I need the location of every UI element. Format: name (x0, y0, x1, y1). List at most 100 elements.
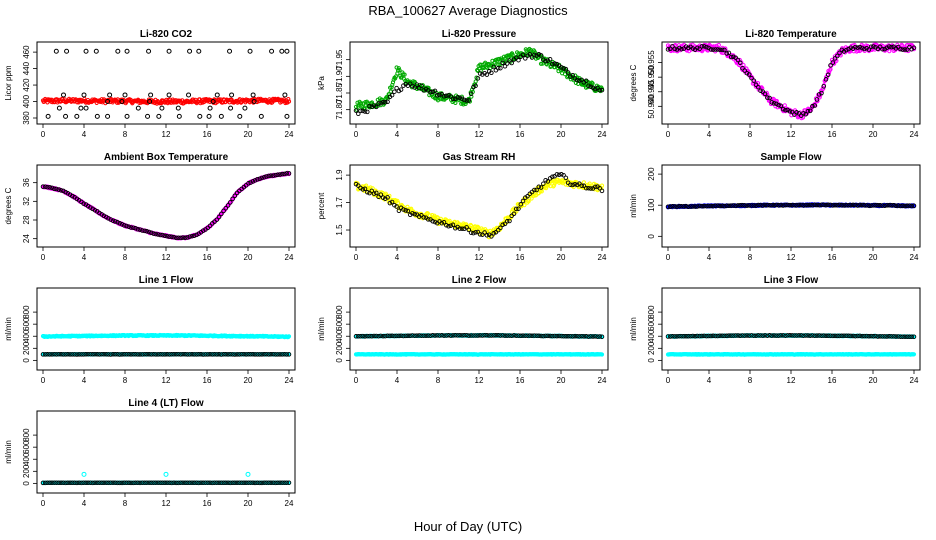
data-point (812, 103, 817, 108)
data-point (85, 351, 91, 357)
data-point (47, 185, 53, 190)
data-point (394, 333, 399, 339)
data-point (871, 203, 876, 208)
data-point (414, 333, 420, 338)
x-tick-label: 4 (82, 130, 87, 139)
data-point (437, 333, 442, 338)
data-point (565, 70, 571, 75)
data-point (464, 332, 469, 338)
plot-frame (349, 41, 609, 125)
x-tick-label: 20 (244, 253, 253, 262)
data-point (719, 203, 725, 209)
data-point (191, 233, 197, 239)
data-point (511, 333, 517, 338)
data-point (380, 99, 386, 105)
data-point (493, 333, 499, 338)
data-point (489, 234, 494, 239)
data-point (207, 223, 213, 229)
data-point (286, 334, 292, 339)
data-point (187, 234, 192, 239)
y-axis-label: percent (317, 192, 326, 219)
data-point (579, 333, 584, 339)
data-point (525, 333, 530, 338)
data-point (886, 44, 892, 49)
data-point (904, 203, 910, 209)
figure-title: RBA_100627 Average Diagnostics (368, 3, 568, 18)
y-tick-label: 71.95 (335, 49, 344, 70)
data-point (504, 333, 510, 338)
data-point (563, 334, 569, 339)
data-point (367, 190, 372, 196)
data-point (450, 222, 456, 228)
data-point (435, 215, 440, 220)
y-tick-label: 0 (647, 358, 656, 363)
data-point (877, 44, 883, 50)
data-point (520, 198, 526, 204)
data-point (819, 202, 824, 207)
data-point (482, 333, 487, 338)
data-point (583, 185, 589, 191)
panel-title: Line 3 Flow (764, 275, 819, 286)
data-point (794, 110, 799, 115)
data-point (532, 333, 537, 338)
data-point (716, 42, 721, 48)
data-point (387, 333, 393, 339)
data-point (437, 92, 442, 98)
data-point (388, 89, 393, 94)
data-point (275, 172, 280, 178)
data-point (74, 196, 80, 202)
data-point (371, 191, 377, 196)
data-point (376, 101, 381, 106)
data-point (105, 113, 111, 119)
data-point (275, 352, 280, 357)
data-point (428, 333, 433, 338)
data-point (446, 224, 451, 229)
data-point (393, 76, 398, 81)
data-point (780, 203, 786, 208)
data-point (70, 193, 75, 199)
data-point (90, 352, 95, 357)
data-point (744, 70, 750, 76)
data-point (455, 95, 460, 100)
data-point (396, 200, 401, 205)
data-point (273, 172, 278, 178)
data-point (586, 334, 591, 339)
data-point (862, 203, 867, 208)
data-point (246, 352, 251, 357)
data-point (178, 235, 183, 241)
data-point (509, 333, 514, 338)
data-point (63, 189, 68, 195)
data-point (762, 91, 768, 97)
data-point (590, 85, 596, 91)
data-point (756, 84, 761, 90)
data-point (895, 203, 901, 208)
x-tick-label: 0 (666, 376, 671, 385)
data-point (735, 203, 741, 208)
data-point (94, 113, 100, 119)
data-point (803, 108, 808, 113)
data-point (563, 66, 569, 72)
x-tick-label: 24 (598, 253, 607, 262)
data-point (185, 235, 190, 240)
y-tick-label: 800 (647, 305, 656, 319)
data-point (787, 109, 793, 114)
data-point (198, 352, 204, 357)
data-point (78, 105, 84, 111)
data-point (124, 352, 129, 357)
data-point (568, 182, 573, 187)
data-point (722, 203, 727, 209)
x-tick-label: 24 (910, 130, 919, 139)
data-point (393, 198, 398, 203)
y-tick-label: 71.85 (335, 82, 344, 103)
data-point (405, 208, 411, 214)
data-point (559, 65, 564, 70)
data-point (140, 352, 145, 357)
y-tick-label: 50.955 (647, 50, 656, 75)
data-point (268, 352, 274, 357)
data-point (223, 352, 229, 357)
data-point (473, 230, 478, 235)
data-point (45, 184, 50, 190)
data-point (785, 202, 790, 208)
data-point (151, 231, 156, 236)
